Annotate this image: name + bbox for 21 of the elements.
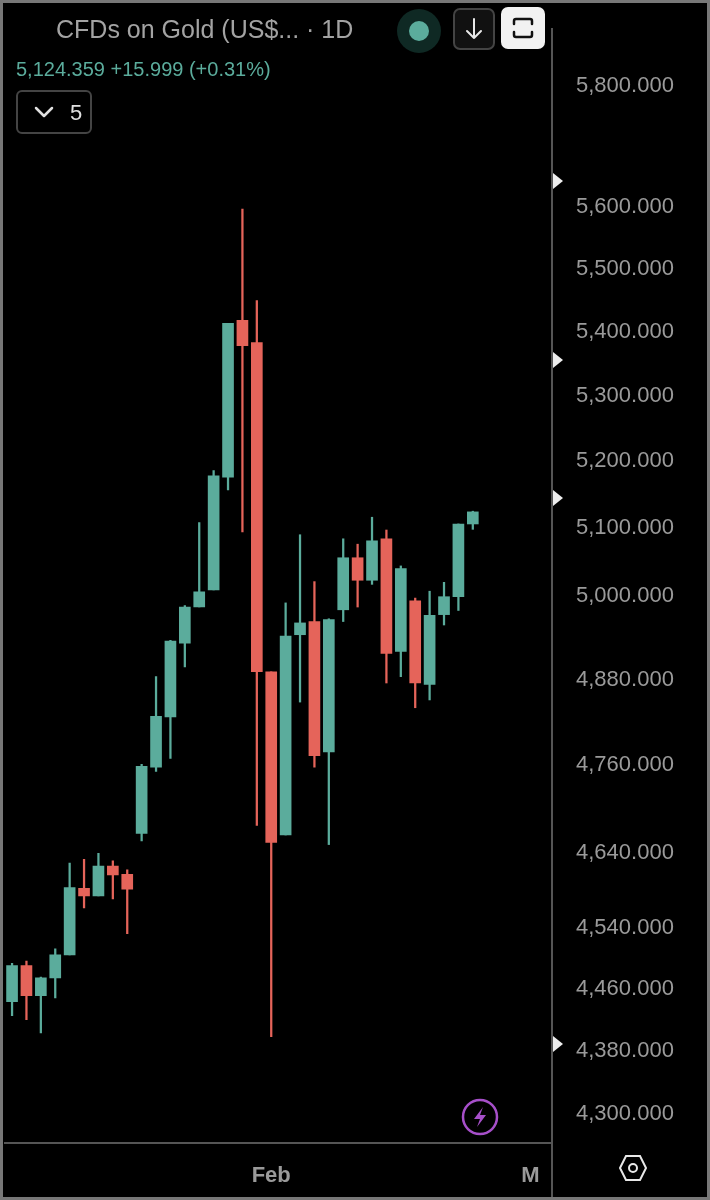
y-tick-label: 4,300.000 [576, 1100, 674, 1126]
x-tick-label: M [521, 1162, 540, 1188]
y-tick-label: 5,500.000 [576, 254, 674, 280]
y-tick-label: 5,800.000 [576, 72, 674, 98]
y-tick-label: 5,300.000 [576, 381, 674, 407]
y-tick-label: 4,640.000 [576, 838, 674, 864]
y-tick-label: 5,400.000 [576, 317, 674, 343]
y-tick-label: 5,000.000 [576, 582, 674, 608]
text: 5,124.359 +15.999 (+0.31%) [16, 58, 271, 81]
candlestick [236, 208, 249, 533]
y-tick-label: 5,100.000 [576, 514, 674, 540]
y-tick-label: 5,200.000 [576, 447, 674, 473]
y-tick-label: 5,600.000 [576, 192, 674, 218]
x-tick-label: Feb [251, 1162, 291, 1188]
y-tick-label: 4,380.000 [576, 1036, 674, 1062]
annotation: 5 [70, 100, 83, 126]
y-tick-label: 4,540.000 [576, 913, 674, 939]
chart-title: CFDs on Gold (US$... · 1D [56, 15, 354, 44]
y-tick-label: 4,460.000 [576, 974, 674, 1000]
y-tick-label: 4,760.000 [576, 751, 674, 777]
y-tick-label: 4,880.000 [576, 665, 674, 691]
